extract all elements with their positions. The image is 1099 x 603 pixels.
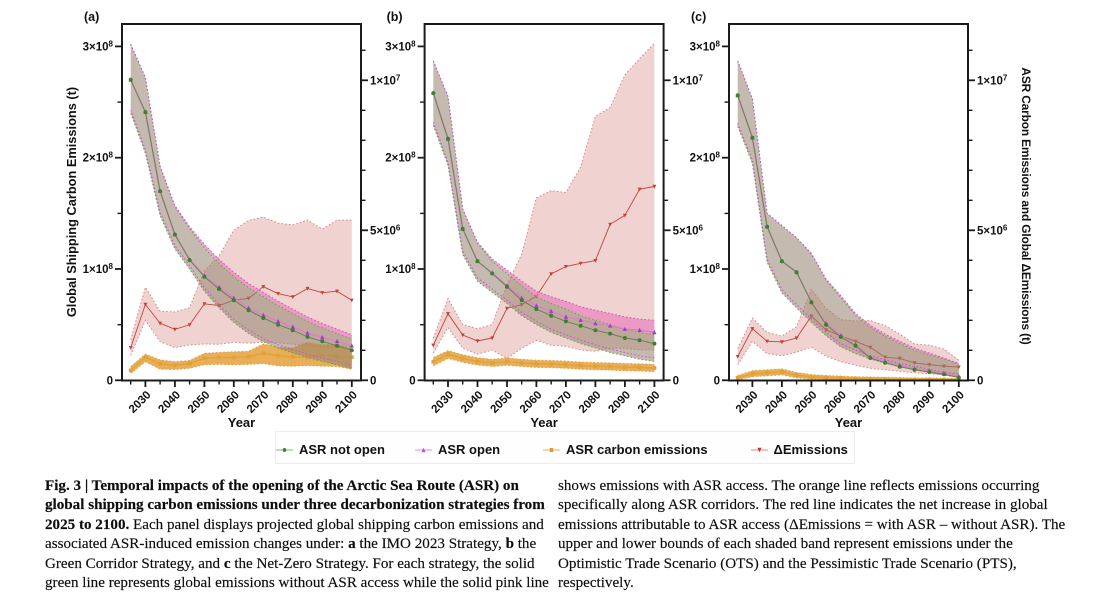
svg-text:0: 0 (977, 375, 983, 387)
svg-text:Year: Year (228, 415, 255, 430)
svg-text:1×107: 1×107 (977, 73, 1008, 87)
svg-text:1×108: 1×108 (385, 262, 416, 276)
svg-text:Year: Year (835, 415, 862, 430)
svg-text:0: 0 (370, 375, 376, 387)
svg-text:Year: Year (530, 415, 557, 430)
svg-text:(c): (c) (691, 10, 706, 24)
svg-text:2×108: 2×108 (83, 151, 114, 165)
svg-text:1×107: 1×107 (370, 73, 401, 87)
svg-text:0: 0 (409, 375, 415, 387)
svg-text:2×108: 2×108 (385, 151, 416, 165)
svg-text:0: 0 (107, 375, 113, 387)
svg-text:0: 0 (714, 375, 720, 387)
svg-text:(a): (a) (84, 10, 99, 24)
svg-text:3×108: 3×108 (690, 39, 721, 53)
svg-text:5×106: 5×106 (370, 223, 401, 237)
svg-text:5×106: 5×106 (673, 223, 704, 237)
svg-text:3×108: 3×108 (83, 39, 114, 53)
svg-text:1×108: 1×108 (83, 262, 114, 276)
svg-text:1×107: 1×107 (673, 73, 704, 87)
svg-text:2×108: 2×108 (690, 151, 721, 165)
svg-text:ASR Carbon Emissions and Globa: ASR Carbon Emissions and Global ΔEmissio… (1019, 67, 1033, 344)
svg-text:Global Shipping Carbon Emissio: Global Shipping Carbon Emissions (t) (64, 87, 79, 317)
svg-text:1×108: 1×108 (690, 262, 721, 276)
svg-text:5×106: 5×106 (977, 223, 1008, 237)
svg-text:(b): (b) (387, 10, 403, 24)
svg-text:0: 0 (673, 375, 679, 387)
svg-text:3×108: 3×108 (385, 39, 416, 53)
